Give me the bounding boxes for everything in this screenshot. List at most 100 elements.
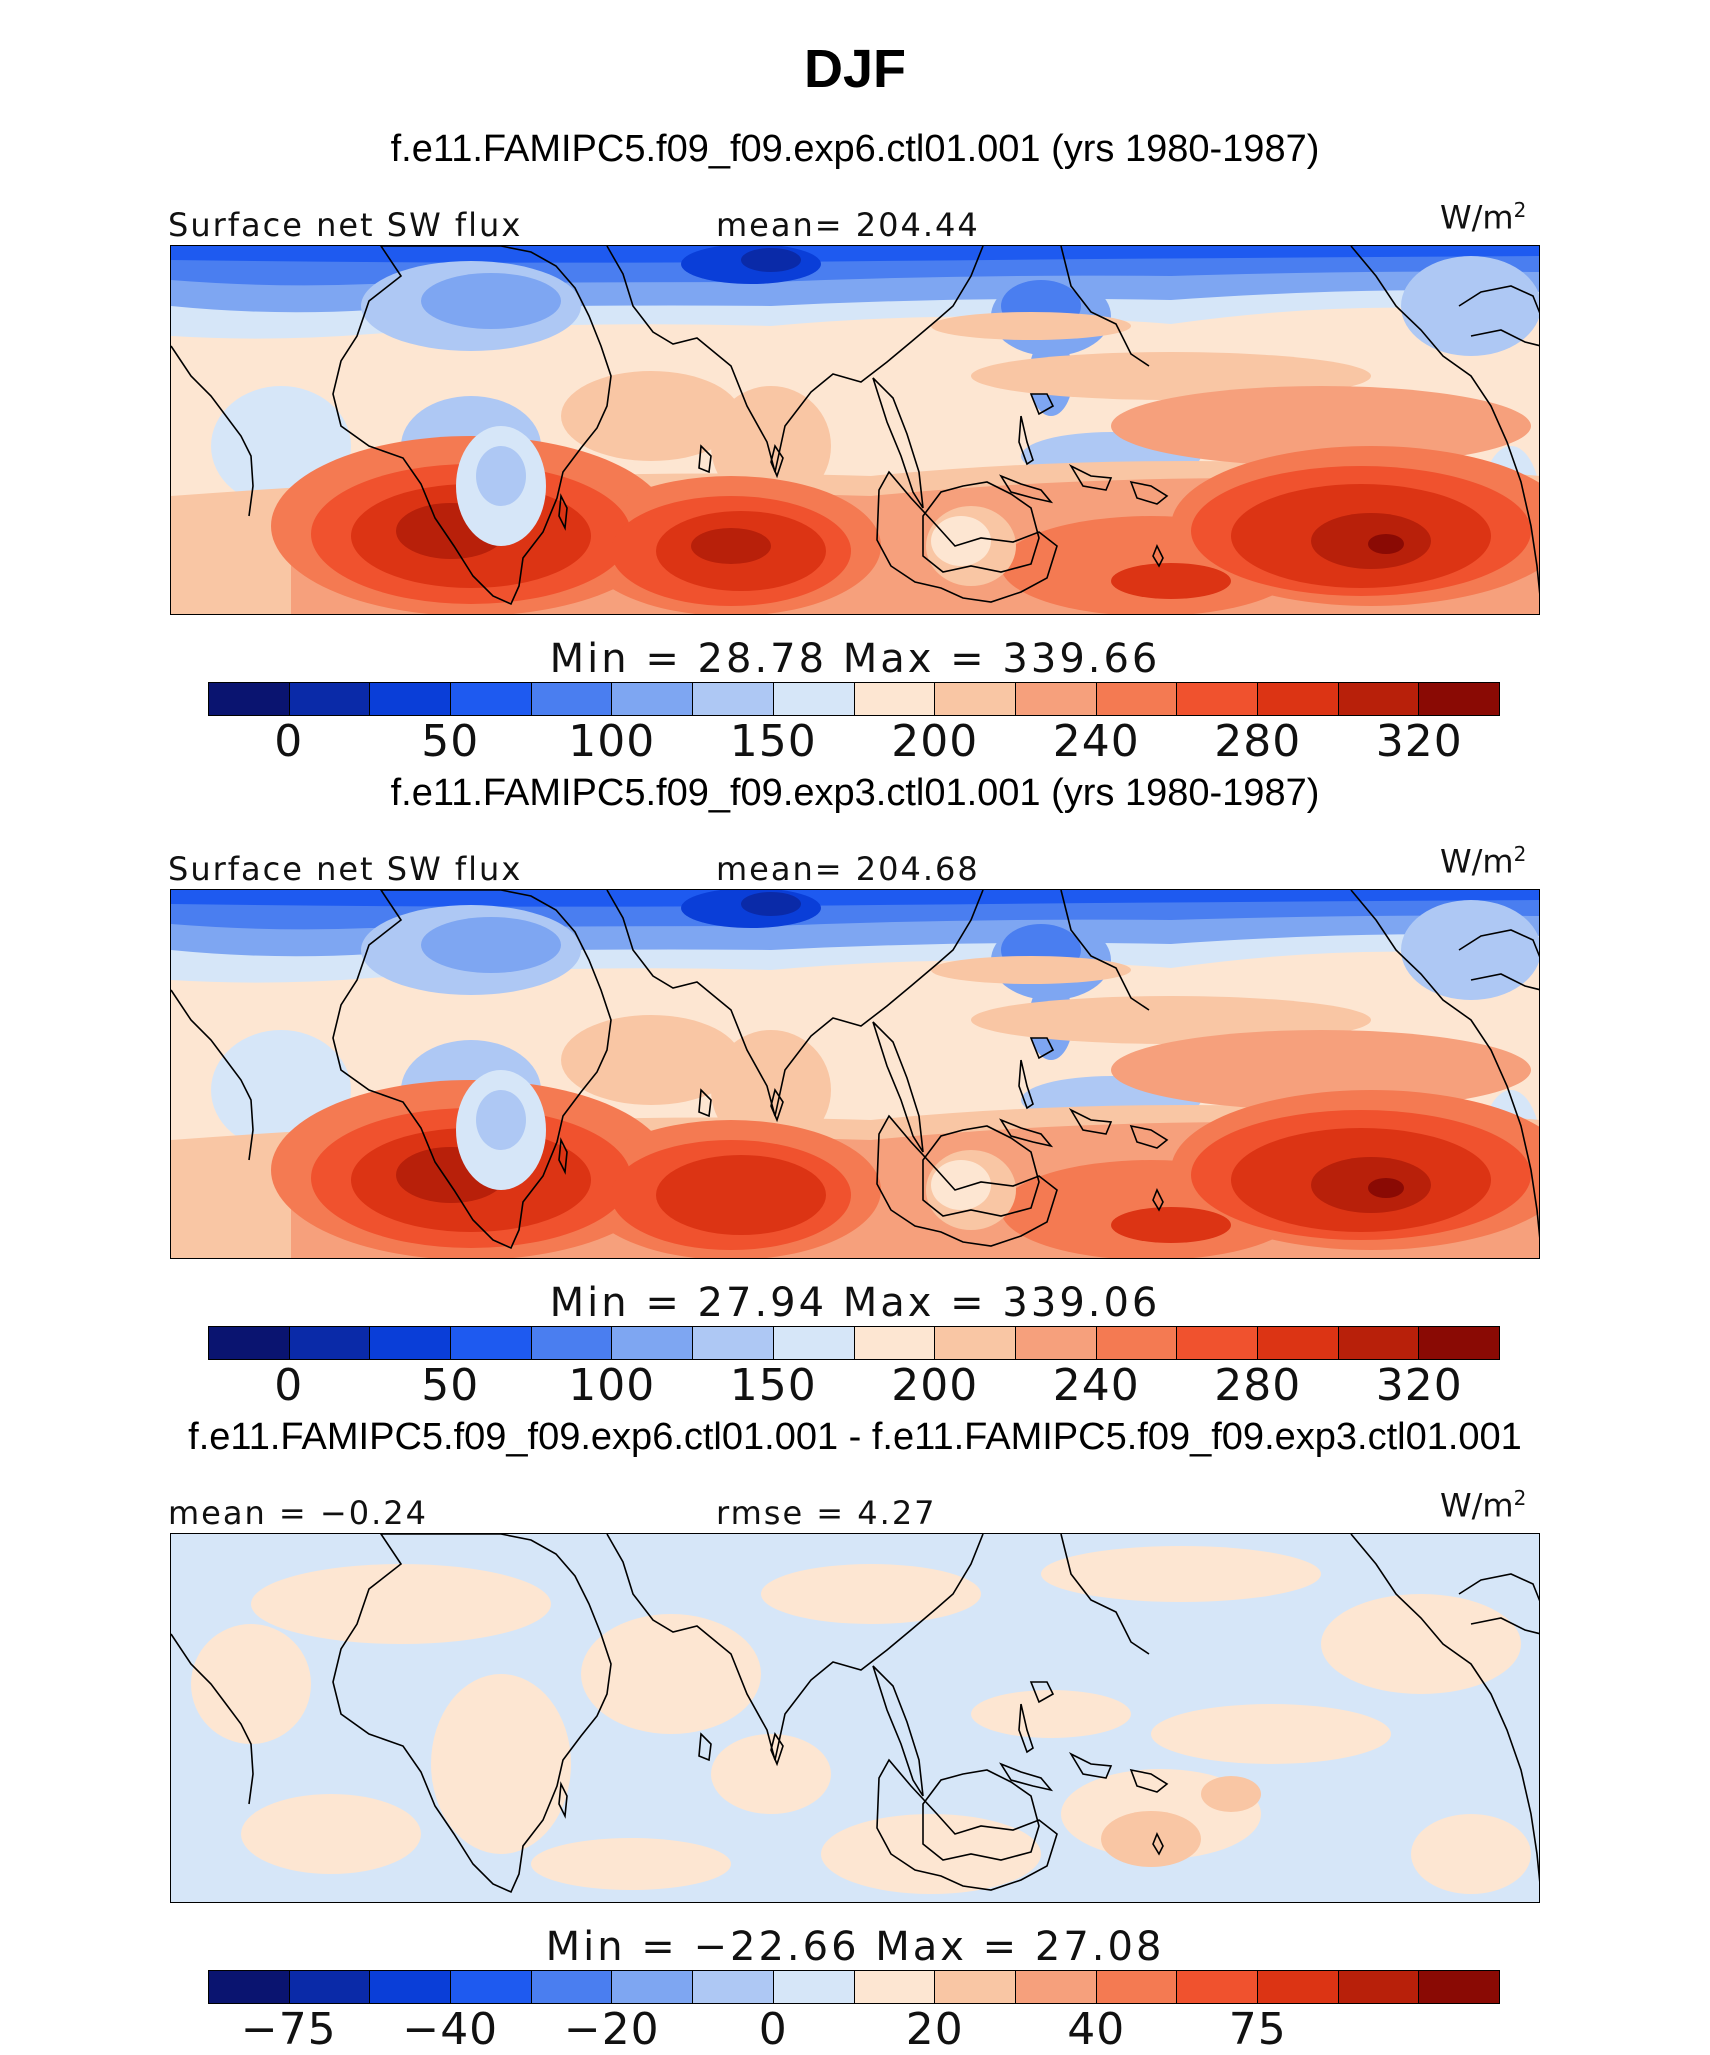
colorbar-cell <box>289 683 371 715</box>
coastline-path <box>1350 890 1539 1239</box>
panel-1-variable-label: Surface net SW flux <box>168 206 523 244</box>
coastline-path <box>606 1534 984 1761</box>
colorbar-cell <box>854 1971 936 2003</box>
coastline-path <box>770 1088 784 1123</box>
coastline-path <box>332 890 612 1250</box>
colorbar-cell <box>209 1327 290 1359</box>
panel-3-colorbar-labels: −75 −40 −20 0 20 40 75 <box>208 2004 1500 2055</box>
coastline-path <box>1060 890 1150 1011</box>
coastline-path <box>1029 393 1055 416</box>
coastline-path <box>1458 285 1539 314</box>
colorbar-cell <box>693 1971 774 2003</box>
colorbar-cell <box>370 1327 452 1359</box>
coastline-path <box>1129 480 1169 505</box>
page-title: DJF <box>803 39 906 99</box>
coastline-path <box>1068 1752 1113 1779</box>
coastline-path <box>698 444 712 474</box>
colorbar-cell <box>1419 1327 1499 1359</box>
colorbar-cell <box>1015 1971 1097 2003</box>
colorbar-cell <box>773 683 855 715</box>
panel-3-minmax: Min = −22.66 Max = 27.08 <box>545 1924 1165 1970</box>
colorbar-cell <box>612 683 694 715</box>
colorbar-cell <box>1177 683 1258 715</box>
coastline-path <box>171 345 254 517</box>
panel-1-map <box>170 245 1540 615</box>
colorbar-tick-label: −20 <box>563 2004 660 2055</box>
panel-2-variable-label: Surface net SW flux <box>168 850 523 888</box>
colorbar-tick-label: 0 <box>274 1360 304 1411</box>
colorbar-cell <box>370 683 452 715</box>
panel-1-map-svg <box>171 246 1539 614</box>
colorbar-cell <box>1015 683 1097 715</box>
coastline-path <box>1458 1573 1539 1602</box>
colorbar-cell <box>209 1971 290 2003</box>
coastline-path <box>1470 973 1539 991</box>
panel-3-map-svg <box>171 1534 1539 1902</box>
coastline-path <box>606 246 984 473</box>
colorbar-cell <box>1177 1327 1258 1359</box>
colorbar-cell <box>773 1971 855 2003</box>
coastline-path <box>876 1758 1058 1891</box>
coastline-path <box>332 1534 612 1894</box>
colorbar-cell <box>1257 1327 1339 1359</box>
coastline-path <box>1129 1124 1169 1149</box>
coastline-path <box>876 470 1058 603</box>
panel-2-units: W/m2 <box>1440 842 1527 881</box>
coastline-path <box>872 377 924 509</box>
colorbar-tick-label: −40 <box>402 2004 499 2055</box>
colorbar-tick-label: 320 <box>1375 1360 1463 1411</box>
colorbar-cell <box>1338 1971 1420 2003</box>
panel-2-colorbar-labels: 0 50 100 150 200 240 280 320 <box>208 1360 1500 1411</box>
coastline-path <box>872 1021 924 1153</box>
map-field-shading <box>171 1534 1539 1902</box>
colorbar-cell <box>854 683 936 715</box>
colorbar-cell <box>289 1327 371 1359</box>
coastline-path <box>999 1762 1054 1792</box>
colorbar-tick-label: −75 <box>240 2004 337 2055</box>
panel-2-mean-label: mean= 204.68 <box>716 850 980 888</box>
coastline-path <box>698 1088 712 1118</box>
colorbar-cell <box>1177 1971 1258 2003</box>
panel-3-units: W/m2 <box>1440 1486 1527 1525</box>
coastline-path <box>1152 1832 1164 1856</box>
panel-2-case-title: f.e11.FAMIPC5.f09_f09.exp3.ctl01.001 (yr… <box>390 772 1320 814</box>
panel-1-units: W/m2 <box>1440 198 1527 237</box>
coastline-path <box>558 1137 568 1175</box>
coastline-path <box>922 481 1040 573</box>
coastline-path <box>558 1781 568 1819</box>
coastline-path <box>558 493 568 531</box>
colorbar-tick-label: 50 <box>421 1360 480 1411</box>
colorbar-cell <box>1096 1327 1178 1359</box>
panel-1-colorbar <box>208 682 1500 716</box>
panel-2-colorbar <box>208 1326 1500 1360</box>
panel-1-mean-label: mean= 204.44 <box>716 206 980 244</box>
coastline-path <box>876 1114 1058 1247</box>
colorbar-cell <box>1015 1327 1097 1359</box>
coastline-path <box>1018 415 1034 466</box>
coastlines <box>171 246 1539 606</box>
colorbar-tick-label: 0 <box>274 716 304 767</box>
colorbar-cell <box>612 1971 694 2003</box>
colorbar-cell <box>935 683 1016 715</box>
coastlines <box>171 890 1539 1250</box>
colorbar-cell <box>935 1971 1016 2003</box>
coastline-path <box>1018 1703 1034 1754</box>
map-field-shading <box>171 246 1539 614</box>
panel-3-map <box>170 1533 1540 1903</box>
colorbar-tick-label: 200 <box>891 716 979 767</box>
panel-3-mean-label: mean = −0.24 <box>168 1494 428 1532</box>
colorbar-tick-label: 20 <box>905 2004 964 2055</box>
panel-2-map <box>170 889 1540 1259</box>
panel-3-rmse-label: rmse = 4.27 <box>716 1494 937 1532</box>
coastline-path <box>1029 1681 1055 1704</box>
colorbar-cell <box>1257 683 1339 715</box>
coastline-path <box>171 1633 254 1805</box>
coastline-path <box>171 989 254 1161</box>
coastline-path <box>1458 929 1539 958</box>
coastline-path <box>1129 1768 1169 1793</box>
colorbar-cell <box>531 683 613 715</box>
coastline-path <box>1068 1108 1113 1135</box>
colorbar-cell <box>1096 683 1178 715</box>
coastline-path <box>1018 1059 1034 1110</box>
coastline-path <box>698 1732 712 1762</box>
